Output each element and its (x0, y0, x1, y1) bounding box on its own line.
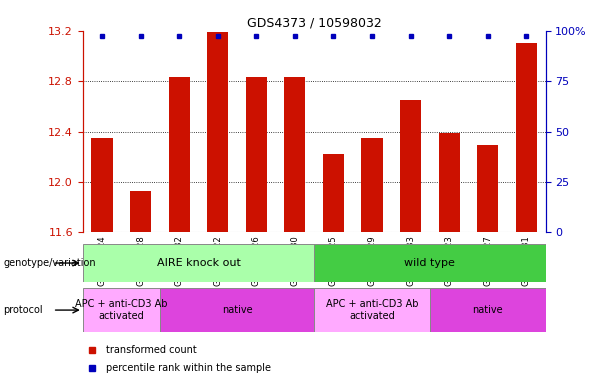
Bar (83, 244, 314, 282)
Text: native: native (473, 305, 503, 315)
Bar (91, 138, 113, 232)
Bar (169, 77, 190, 232)
Bar (314, 244, 546, 282)
Bar (246, 77, 267, 232)
Bar (130, 191, 151, 232)
Text: transformed count: transformed count (106, 345, 197, 355)
Bar (438, 133, 460, 232)
Text: protocol: protocol (3, 305, 43, 315)
Bar (284, 77, 305, 232)
Bar (400, 100, 421, 232)
Bar (516, 43, 537, 232)
Bar (207, 32, 229, 232)
Text: genotype/variation: genotype/variation (3, 258, 96, 268)
Bar (362, 138, 383, 232)
Bar (323, 154, 344, 232)
Text: APC + anti-CD3 Ab
activated: APC + anti-CD3 Ab activated (75, 299, 167, 321)
Bar (314, 288, 430, 332)
Text: percentile rank within the sample: percentile rank within the sample (106, 363, 271, 373)
Text: AIRE knock out: AIRE knock out (156, 258, 240, 268)
Bar (160, 288, 314, 332)
Bar (83, 288, 160, 332)
Bar (477, 146, 498, 232)
Text: wild type: wild type (405, 258, 455, 268)
Title: GDS4373 / 10598032: GDS4373 / 10598032 (247, 17, 381, 30)
Bar (430, 288, 546, 332)
Text: native: native (222, 305, 253, 315)
Text: APC + anti-CD3 Ab
activated: APC + anti-CD3 Ab activated (326, 299, 418, 321)
